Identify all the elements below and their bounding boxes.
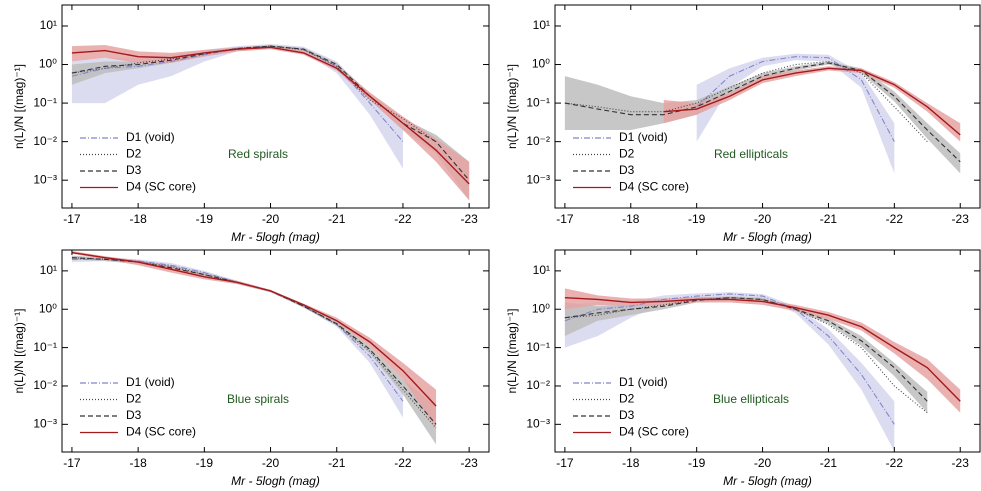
x-tick-label: -21 [820,456,838,470]
legend-label: D4 (SC core) [619,425,689,439]
series-line [71,251,437,407]
series-line [564,296,961,402]
x-tick-label: -23 [460,212,478,226]
x-tick-label: -17 [63,212,81,226]
legend-label: D3 [619,163,635,177]
y-tick-label: 10⁰ [532,301,550,315]
legend-label: D2 [619,392,635,406]
x-tick-label: -18 [129,456,147,470]
x-tick-label: -22 [394,212,412,226]
x-tick-label: -23 [952,212,970,226]
plot-area [564,53,961,174]
y-tick-label: 10⁻² [526,134,550,148]
y-tick-label: 10⁻³ [33,172,57,186]
legend-label: D4 (SC core) [126,425,196,439]
y-axis-label: n(L)/N [(mag)⁻¹] [12,308,26,393]
y-tick-label: 10⁰ [532,57,550,71]
y-tick-label: 10¹ [533,18,550,32]
y-axis-label: n(L)/N [(mag)⁻¹] [505,308,519,393]
y-tick-label: 10⁰ [39,57,57,71]
plot-frame [554,4,981,209]
y-tick-label: 10⁻² [526,378,550,392]
x-tick-label: -19 [196,212,214,226]
x-tick-label: -21 [328,456,346,470]
legend-label: D1 (void) [619,130,668,144]
y-tick-label: 10⁻¹ [33,340,57,354]
y-tick-label: 10⁻² [33,378,57,392]
x-tick-label: -22 [394,456,412,470]
plot-area [71,250,437,445]
series-line [696,56,895,142]
legend-label: D3 [126,163,142,177]
x-tick-label: -23 [460,456,478,470]
panel-annotation: Red spirals [228,147,288,161]
y-tick-label: 10⁰ [39,301,57,315]
y-axis-label: n(L)/N [(mag)⁻¹] [505,64,519,149]
uncertainty-band [564,288,961,413]
x-tick-label: -19 [196,456,214,470]
x-tick-label: -17 [556,212,574,226]
plot-area [71,44,470,201]
y-tick-label: 10¹ [40,18,57,32]
legend-label: D2 [126,147,142,161]
plot-area [564,288,961,452]
x-tick-label: -21 [820,212,838,226]
series-line [71,45,470,181]
x-axis-label: Mr - 5logh (mag) [723,474,812,488]
plot-frame [61,4,490,209]
y-tick-label: 10⁻¹ [33,95,57,109]
legend-label: D4 (SC core) [126,180,196,194]
plot-frame [61,249,490,453]
panel-annotation: Red ellipticals [714,147,788,161]
legend-label: D2 [619,147,635,161]
x-tick-label: -22 [886,456,904,470]
x-tick-label: -17 [556,456,574,470]
x-tick-label: -18 [129,212,147,226]
plot-frame [554,249,981,453]
uncertainty-band [71,44,403,169]
x-tick-label: -18 [622,456,640,470]
uncertainty-band [564,296,928,413]
y-tick-label: 10⁻³ [526,417,550,431]
x-tick-label: -20 [754,456,772,470]
y-tick-label: 10⁻¹ [526,340,550,354]
series-line [663,67,961,136]
legend-label: D1 (void) [126,375,175,389]
y-tick-label: 10¹ [40,263,57,277]
legend-label: D1 (void) [126,130,175,144]
series-line [564,297,928,402]
y-axis-label: n(L)/N [(mag)⁻¹] [12,64,26,149]
x-tick-label: -20 [754,212,772,226]
y-tick-label: 10⁻³ [526,172,550,186]
panel-annotation: Blue spirals [227,392,289,406]
x-axis-label: Mr - 5logh (mag) [231,230,320,244]
legend-label: D3 [126,408,142,422]
series-line [564,60,928,143]
legend-label: D2 [126,392,142,406]
x-axis-label: Mr - 5logh (mag) [231,474,320,488]
panel-annotation: Blue ellipticals [713,392,789,406]
legend-label: D4 (SC core) [619,180,689,194]
series-line [564,293,895,425]
y-tick-label: 10¹ [533,263,550,277]
legend-label: D1 (void) [619,375,668,389]
y-tick-label: 10⁻¹ [526,95,550,109]
x-axis-label: Mr - 5logh (mag) [723,230,812,244]
legend-label: D3 [619,408,635,422]
x-tick-label: -17 [63,456,81,470]
y-tick-label: 10⁻³ [33,417,57,431]
series-line [71,46,470,185]
uncertainty-band [564,61,961,174]
x-tick-label: -19 [688,456,706,470]
series-line [564,62,961,163]
x-tick-label: -21 [328,212,346,226]
x-tick-label: -20 [262,212,280,226]
x-tick-label: -23 [952,456,970,470]
x-tick-label: -20 [262,456,280,470]
x-tick-label: -18 [622,212,640,226]
y-tick-label: 10⁻² [33,134,57,148]
x-tick-label: -22 [886,212,904,226]
x-tick-label: -19 [688,212,706,226]
